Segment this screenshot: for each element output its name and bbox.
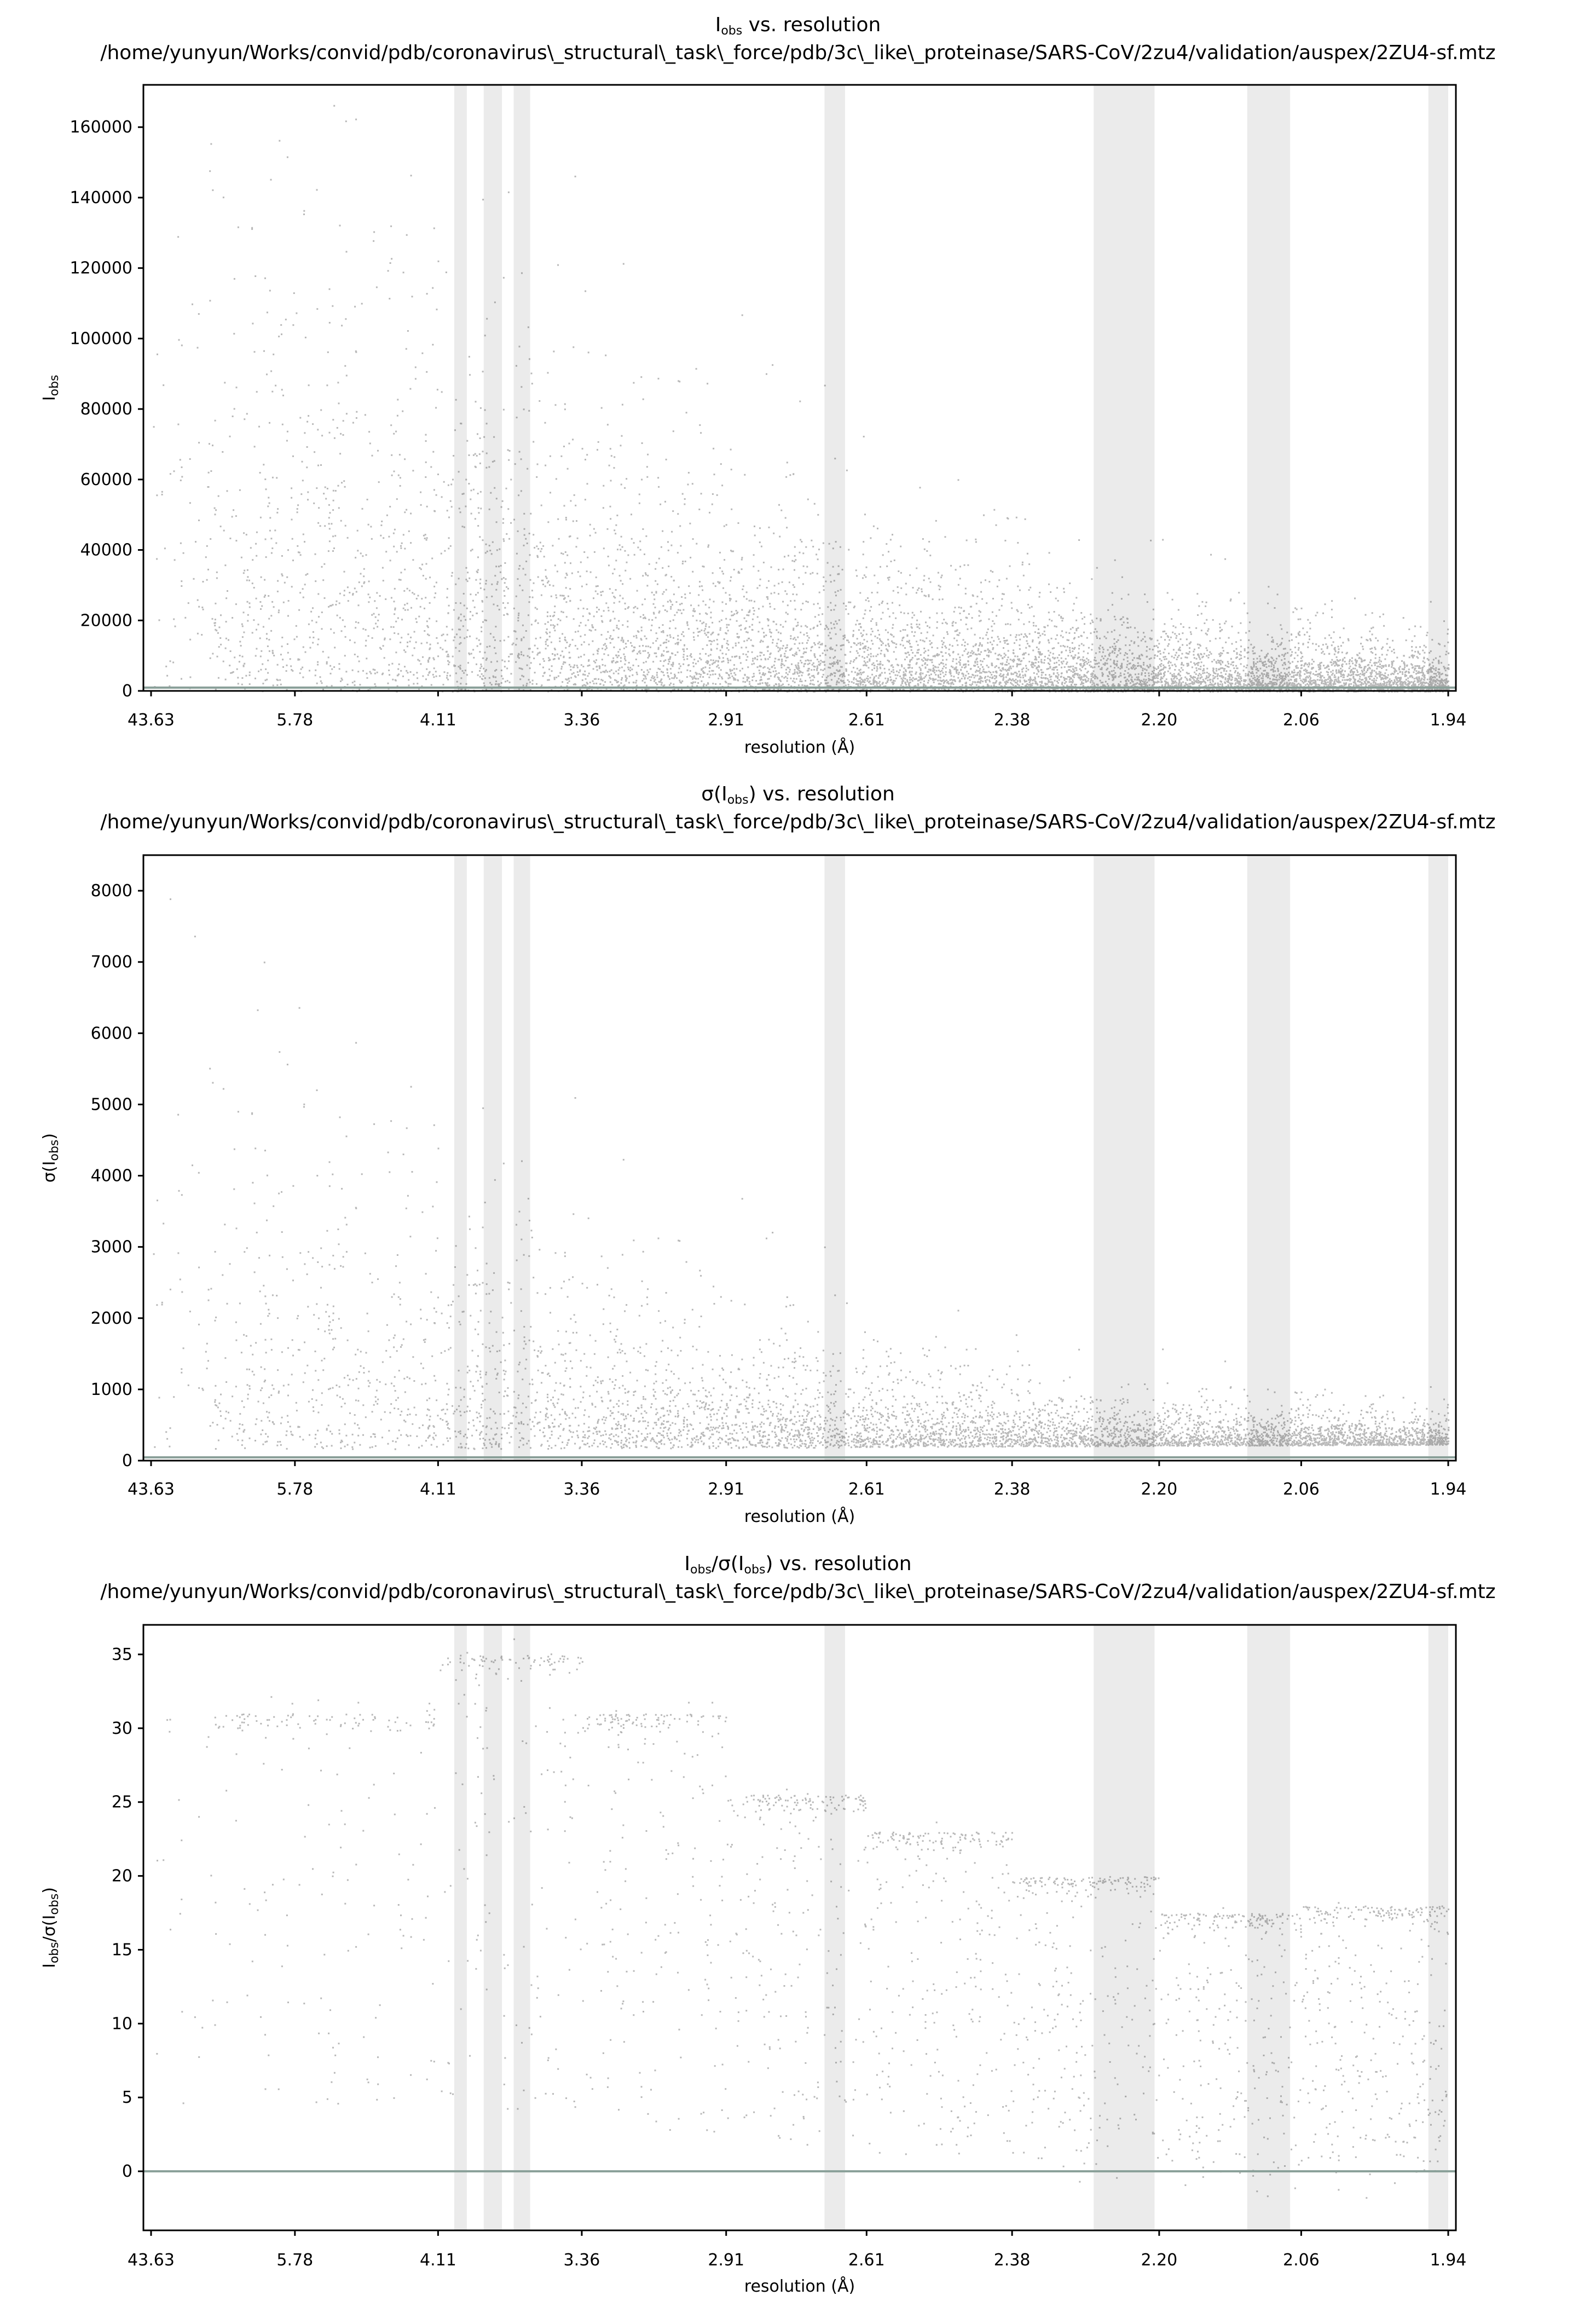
x-tick-label: 5.78 [276,1480,313,1499]
y-tick-label: 4000 [91,1167,132,1186]
x-tick-label: 2.06 [1283,711,1320,730]
ice-ring-band-5 [1094,85,1155,691]
ice-ring-band-7 [1428,1625,1448,2230]
ice-ring-band-7 [1428,855,1448,1461]
y-tick-label: 1000 [91,1380,132,1399]
ice-ring-band-3 [513,1625,530,2230]
x-tick-label: 2.61 [848,1480,885,1499]
y-axis-label: σ(Iobs) [40,1133,61,1183]
x-tick-label: 1.94 [1430,1480,1467,1499]
x-tick-label: 4.11 [420,2251,456,2270]
x-tick-label: 3.36 [564,2251,600,2270]
y-tick-label: 35 [112,1645,132,1664]
ice-ring-band-4 [824,855,845,1461]
ice-ring-band-2 [483,1625,502,2230]
plot-frame [142,854,1457,1462]
x-tick-label: 2.06 [1283,2251,1320,2270]
chart-panel-3: 0 5 10 15 20 25 30 35 43.63 5.78 4.11 3.36 2.91 2.61 2… [40,1553,1496,2296]
ice-ring-band-6 [1247,1625,1291,2230]
y-tick-label: 5 [122,2088,132,2107]
y-tick-label: 100000 [70,329,132,348]
y-tick-label: 20000 [80,611,132,630]
y-axis-label: Iobs/σ(Iobs) [40,1887,61,1968]
chart-subtitle-path: /home/yunyun/Works/convid/pdb/coronaviru… [100,1581,1495,1603]
x-tick-label: 43.63 [128,1480,175,1499]
ice-ring-band-3 [513,85,530,691]
y-tick-label: 120000 [70,259,132,278]
x-tick-label: 2.91 [708,2251,744,2270]
ice-ring-band-1 [454,855,467,1461]
x-tick-label: 5.78 [276,711,313,730]
y-axis-label: Iobs [40,375,61,401]
x-tick-label: 1.94 [1430,711,1467,730]
x-tick-label: 2.61 [848,711,885,730]
ice-ring-band-5 [1094,1625,1155,2230]
x-tick-label: 2.06 [1283,1480,1320,1499]
ice-ring-band-1 [454,1625,467,2230]
chart-title: Iobs/σ(Iobs) vs. resolution [684,1553,911,1577]
y-tick-label: 160000 [70,118,132,137]
plot-frame [142,84,1457,692]
ice-ring-band-4 [824,85,845,691]
y-tick-label: 0 [122,1451,132,1470]
x-tick-label: 2.61 [848,2251,885,2270]
chart-title: Iobs vs. resolution [715,14,881,38]
x-tick-label: 2.20 [1141,2251,1177,2270]
y-tick-label: 6000 [91,1024,132,1043]
ice-ring-band-2 [483,85,502,691]
ice-ring-band-6 [1247,855,1291,1461]
y-tick-label: 30 [112,1719,132,1738]
x-tick-label: 2.91 [708,1480,744,1499]
x-tick-label: 43.63 [128,2251,175,2270]
ice-ring-band-2 [483,855,502,1461]
y-tick-label: 40000 [80,541,132,560]
x-tick-label: 2.91 [708,711,744,730]
x-axis-label: resolution (Å) [744,1507,855,1526]
y-tick-label: 140000 [70,188,132,207]
y-tick-label: 8000 [91,881,132,901]
x-tick-label: 2.20 [1141,711,1177,730]
ice-ring-band-5 [1094,855,1155,1461]
x-tick-label: 5.78 [276,2251,313,2270]
ice-ring-band-1 [454,85,467,691]
y-tick-label: 0 [122,682,132,701]
x-tick-label: 2.38 [994,1480,1031,1499]
plot-frame [142,1624,1457,2231]
y-tick-label: 5000 [91,1095,132,1114]
y-tick-label: 20 [112,1867,132,1886]
y-tick-label: 80000 [80,400,132,419]
x-axis-label: resolution (Å) [744,737,855,757]
y-tick-label: 15 [112,1940,132,1959]
y-tick-label: 7000 [91,953,132,972]
y-tick-label: 2000 [91,1309,132,1328]
y-tick-label: 0 [122,2162,132,2181]
chart-panel-2: 0 1000 2000 3000 4000 5000 6000 7000 8000 43.63 5.… [40,783,1496,1526]
x-tick-label: 4.11 [420,1480,456,1499]
chart-title: σ(Iobs) vs. resolution [701,783,895,807]
x-tick-label: 4.11 [420,711,456,730]
x-axis-label: resolution (Å) [744,2276,855,2296]
y-tick-label: 3000 [91,1238,132,1257]
ice-ring-band-3 [513,855,530,1461]
x-tick-label: 43.63 [128,711,175,730]
x-tick-label: 2.20 [1141,1480,1177,1499]
x-tick-label: 2.38 [994,711,1031,730]
x-tick-label: 3.36 [564,711,600,730]
ice-ring-band-6 [1247,85,1291,691]
chart-panel-1: 0 20000 40000 60000 80000 100000 120000 140000 1… [40,14,1496,757]
x-tick-label: 3.36 [564,1480,600,1499]
chart-subtitle-path: /home/yunyun/Works/convid/pdb/coronaviru… [100,42,1495,64]
y-tick-label: 25 [112,1793,132,1812]
x-tick-label: 1.94 [1430,2251,1467,2270]
ice-ring-band-4 [824,1625,845,2230]
y-tick-label: 60000 [80,470,132,489]
chart-subtitle-path: /home/yunyun/Works/convid/pdb/coronaviru… [100,811,1495,833]
ice-ring-band-7 [1428,85,1448,691]
y-tick-label: 10 [112,2014,132,2033]
x-tick-label: 2.38 [994,2251,1031,2270]
